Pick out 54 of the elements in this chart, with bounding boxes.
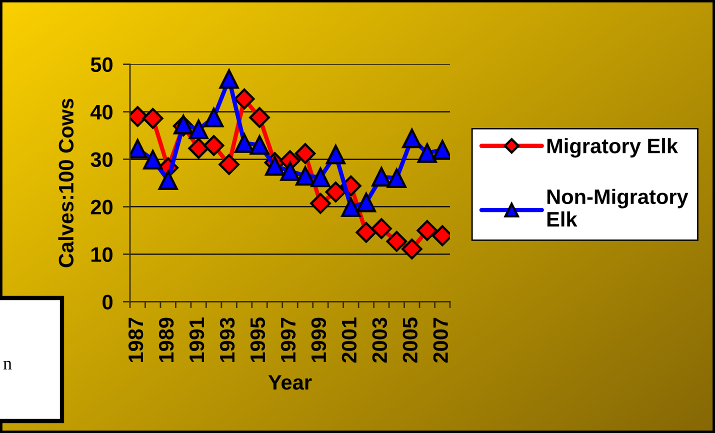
y-tick-label: 30 <box>90 152 112 168</box>
x-tick-label: 1997 <box>280 318 296 362</box>
point <box>356 192 376 212</box>
point <box>142 108 164 129</box>
y-tick-label: 50 <box>90 57 112 72</box>
point <box>188 120 208 140</box>
point <box>386 168 406 188</box>
point <box>250 135 270 155</box>
x-tick-label: 1993 <box>220 318 235 362</box>
point <box>264 156 285 176</box>
x-axis-title: Year <box>268 375 312 390</box>
x-tick-label: 1995 <box>250 318 266 362</box>
point <box>341 197 361 218</box>
point <box>370 218 392 240</box>
x-tick-label: 1989 <box>158 318 174 362</box>
text: n <box>3 360 12 370</box>
legend-label: Non-Migratory Elk <box>547 188 688 226</box>
x-tick-label: 2005 <box>402 318 418 363</box>
point <box>326 144 346 164</box>
x-tick-label: 1987 <box>128 318 144 362</box>
legend-label: Migratory Elk <box>547 138 678 158</box>
point <box>234 133 254 153</box>
x-tick-label: 2003 <box>372 318 388 363</box>
point <box>356 222 377 243</box>
point <box>218 154 240 175</box>
point <box>386 230 408 252</box>
point <box>249 107 270 128</box>
point <box>158 170 178 190</box>
x-tick-label: 2007 <box>433 318 448 363</box>
x-tick-label: 2001 <box>342 318 357 363</box>
y-axis-title: Calves:100 Cows <box>58 98 74 268</box>
point <box>294 143 316 164</box>
point <box>219 69 239 89</box>
point <box>310 192 331 214</box>
y-tick-label: 40 <box>90 104 112 120</box>
point <box>401 238 422 260</box>
point <box>188 138 210 159</box>
point <box>325 182 346 202</box>
point <box>295 166 316 186</box>
point <box>143 150 163 170</box>
point <box>203 135 224 156</box>
point <box>280 161 300 181</box>
y-tick-label: 20 <box>90 200 112 214</box>
point <box>204 108 224 128</box>
y-tick-label: 10 <box>91 247 112 262</box>
point <box>372 167 392 187</box>
y-tick-label: 0 <box>102 294 112 310</box>
point <box>234 88 255 110</box>
x-tick-label: 1999 <box>311 318 326 362</box>
point <box>402 128 422 148</box>
point <box>417 143 437 163</box>
x-tick-label: 1991 <box>189 318 204 362</box>
point <box>310 168 330 188</box>
point <box>416 220 438 241</box>
